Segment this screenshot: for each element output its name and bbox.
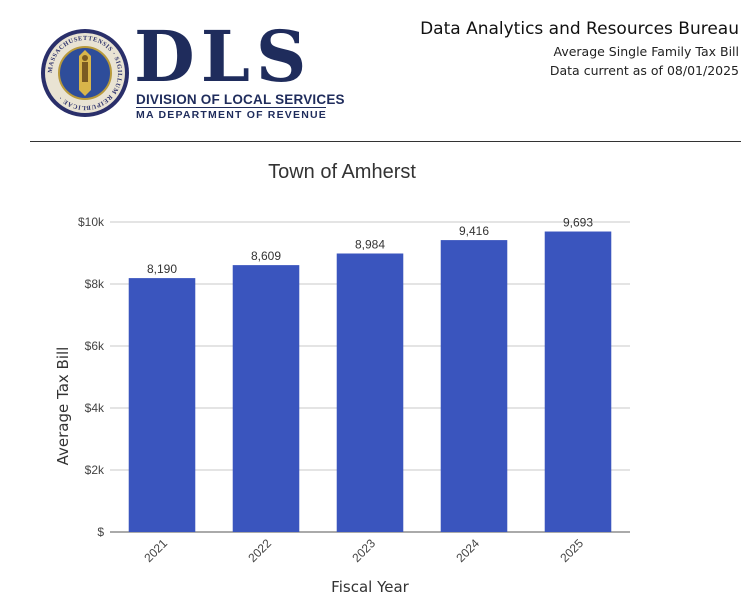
y-tick-labels: $ $2k $4k $6k $8k $10k [78,215,105,539]
bar-2025 [544,231,612,532]
y-axis-title: Average Tax Bill [54,347,72,466]
dls-logo: DLS DIVISION OF LOCAL SERVICES MA DEPART… [134,22,345,124]
x-tick-label: 2021 [141,536,170,565]
data-current-label: Data current as of [549,63,663,78]
massachusetts-seal-icon: MASSACHUSETTENSIS · SIGILLUM REIPUBLICAE… [41,29,129,117]
bar-value-label: 8,609 [251,249,281,263]
header-divider [30,141,741,142]
bar-2024 [440,240,508,532]
bar-2021 [128,278,196,532]
bar-chart: Town of Amherst 8,190 8,609 8,984 9,416 9,69… [54,161,630,596]
y-tick-label: $10k [78,215,105,229]
report-header: MASSACHUSETTENSIS · SIGILLUM REIPUBLICAE… [0,0,753,142]
x-axis-title: Fiscal Year [331,578,409,596]
data-current-line: Data current as of 08/01/2025 [420,62,739,80]
bar-value-label: 8,984 [355,237,385,251]
report-subtitle: Average Single Family Tax Bill [553,44,740,59]
bar-2023 [336,253,404,532]
y-tick-label: $8k [85,277,105,291]
header-text-block: Data Analytics and Resources Bureau Aver… [420,18,739,80]
y-tick-label: $2k [85,463,105,477]
bar-value-label: 8,190 [147,262,177,276]
dls-logo-line1: DIVISION OF LOCAL SERVICES [136,92,345,107]
dls-logo-rule [136,107,326,108]
y-tick-label: $ [97,525,104,539]
bar-value-label: 9,693 [563,216,593,230]
bar-2022 [232,265,300,532]
y-tick-label: $6k [85,339,105,353]
dls-logo-line2: MA DEPARTMENT OF REVENUE [136,109,327,121]
x-tick-label: 2024 [453,536,482,565]
y-tick-label: $4k [85,401,105,415]
x-tick-label: 2025 [557,536,586,565]
data-current-date: 08/01/2025 [666,63,739,78]
x-tick-labels: 2021 2022 2023 2024 2025 [141,536,586,565]
bars: 8,190 8,609 8,984 9,416 9,693 [128,216,612,532]
x-tick-label: 2023 [349,536,378,565]
dls-logo-letters: DLS [134,15,313,98]
bar-value-label: 9,416 [459,224,489,238]
bureau-name: Data Analytics and Resources Bureau [420,19,739,39]
chart-title: Town of Amherst [268,161,416,183]
x-tick-label: 2022 [245,536,274,565]
